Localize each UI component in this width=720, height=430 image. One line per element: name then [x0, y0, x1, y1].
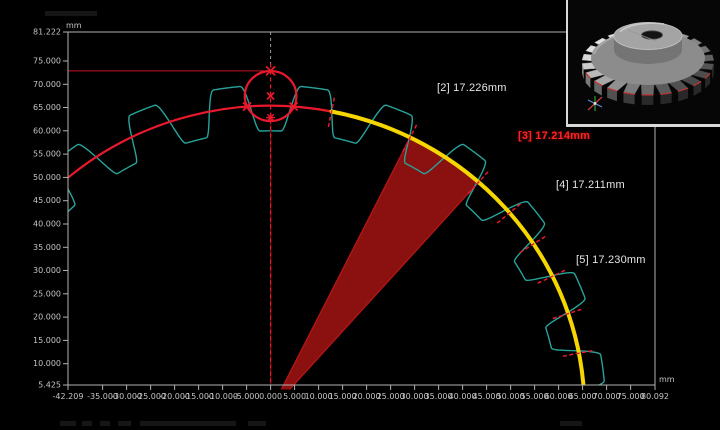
x-axis-tick-label: 0.000: [259, 392, 282, 401]
measurement-label-2[interactable]: [2] 17.226mm: [437, 82, 507, 94]
x-axis-tick-label: 75.000: [617, 392, 645, 401]
y-axis-tick-label: 45.000: [33, 196, 61, 205]
x-axis-tick-label: 40.000: [449, 392, 477, 401]
faint-bar: [140, 421, 236, 426]
y-axis-tick-label: 75.000: [33, 57, 61, 66]
x-axis-tick-label: 35.000: [425, 392, 453, 401]
y-axis-tick-label: 35.000: [33, 243, 61, 252]
x-axis-tick-label: 60.000: [545, 392, 573, 401]
x-axis-tick-label: 55.000: [521, 392, 549, 401]
y-axis-tick-label: 20.000: [33, 313, 61, 322]
x-axis-tick-label: -10.000: [207, 392, 238, 401]
x-axis-tick-label: 15.000: [329, 392, 357, 401]
x-axis-unit-label: mm: [659, 375, 675, 384]
y-axis-tick-label: 40.000: [33, 220, 61, 229]
x-axis-tick-label: 20.000: [353, 392, 381, 401]
y-axis-unit-label: mm: [66, 21, 82, 30]
x-axis-tick-label: -20.000: [159, 392, 190, 401]
y-axis-tick-label: 81.222: [33, 28, 61, 37]
faint-bar: [60, 421, 76, 426]
y-axis-tick-label: 65.000: [33, 103, 61, 112]
x-axis-tick-label: 80.092: [641, 392, 669, 401]
x-axis-tick-label: 50.000: [497, 392, 525, 401]
x-axis-tick-label: -15.000: [183, 392, 214, 401]
y-axis-tick-label: 60.000: [33, 126, 61, 135]
x-axis-tick-label: 45.000: [473, 392, 501, 401]
measurement-label-3-selected[interactable]: [3] 17.214mm: [518, 130, 591, 142]
y-axis-tick-label: 15.000: [33, 336, 61, 345]
x-axis-tick-label: -25.000: [135, 392, 166, 401]
x-axis-tick-label: 5.000: [283, 392, 306, 401]
faint-bar: [45, 11, 97, 16]
y-axis-tick-label: 70.000: [33, 80, 61, 89]
x-axis-tick-label: -42.209: [53, 392, 84, 401]
axis-cross-icon: [587, 96, 603, 111]
x-axis-tick-label: 25.000: [377, 392, 405, 401]
measurement-label-5[interactable]: [5] 17.230mm: [576, 254, 646, 266]
faint-bar: [118, 421, 131, 426]
y-axis-tick-label: 25.000: [33, 289, 61, 298]
y-axis-tick-label: 55.000: [33, 150, 61, 159]
x-axis-tick-label: 30.000: [401, 392, 429, 401]
x-axis-tick-label: 70.000: [593, 392, 621, 401]
x-axis-tick-label: 10.000: [305, 392, 333, 401]
y-axis-tick-label: 50.000: [33, 173, 61, 182]
x-axis-tick-label: -5.000: [234, 392, 260, 401]
x-axis-tick-label: -30.000: [111, 392, 142, 401]
measurement-label-4[interactable]: [4] 17.211mm: [556, 179, 625, 191]
faint-bar: [248, 421, 266, 426]
faint-bar: [560, 421, 582, 426]
gear-3d-render: [581, 22, 715, 111]
y-axis-tick-label: 5.425: [38, 381, 61, 390]
y-axis-tick-label: 30.000: [33, 266, 61, 275]
x-axis-tick-label: 65.000: [569, 392, 597, 401]
gear-photo-inset[interactable]: [566, 0, 720, 127]
x-axis-tick-label: -35.000: [87, 392, 118, 401]
y-axis-tick-label: 10.000: [33, 359, 61, 368]
faint-bar: [82, 421, 92, 426]
faint-bar: [100, 421, 110, 426]
